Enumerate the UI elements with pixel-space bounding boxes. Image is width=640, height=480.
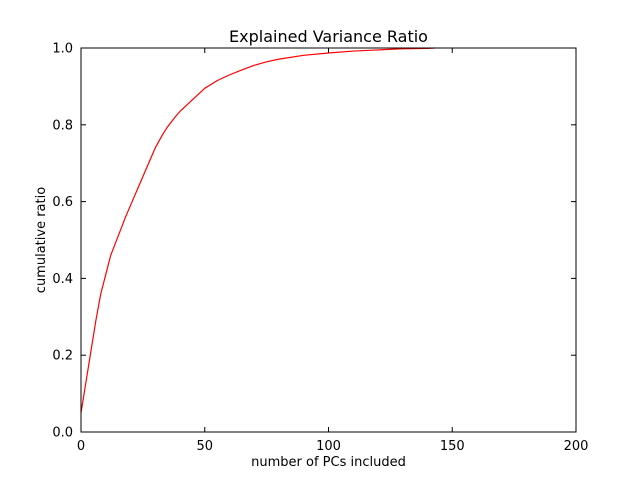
- series-line: [80, 47, 435, 413]
- x-axis-label: number of PCs included: [251, 455, 406, 470]
- y-axis-label: cumulative ratio: [34, 187, 49, 293]
- y-tick-label: 0.6: [52, 195, 73, 210]
- x-tick-label: 200: [564, 439, 589, 454]
- y-tick-label: 0.4: [52, 272, 73, 287]
- y-tick-label: 1.0: [52, 42, 73, 57]
- x-tick-label: 50: [196, 439, 213, 454]
- ticks-layer: 0 50 100 150 200 0.0 0.2 0.4 0.6 0.8 1.0: [52, 42, 588, 455]
- chart-title: Explained Variance Ratio: [229, 27, 428, 46]
- y-tick-label: 0.2: [52, 349, 73, 364]
- y-tick-label: 0.8: [52, 118, 73, 133]
- x-tick-label: 100: [316, 439, 341, 454]
- plot-area: [80, 47, 435, 413]
- x-tick-label: 0: [77, 439, 85, 454]
- axes-frame: [80, 47, 577, 433]
- y-tick-label: 0.0: [52, 426, 73, 441]
- x-tick-label: 150: [440, 439, 465, 454]
